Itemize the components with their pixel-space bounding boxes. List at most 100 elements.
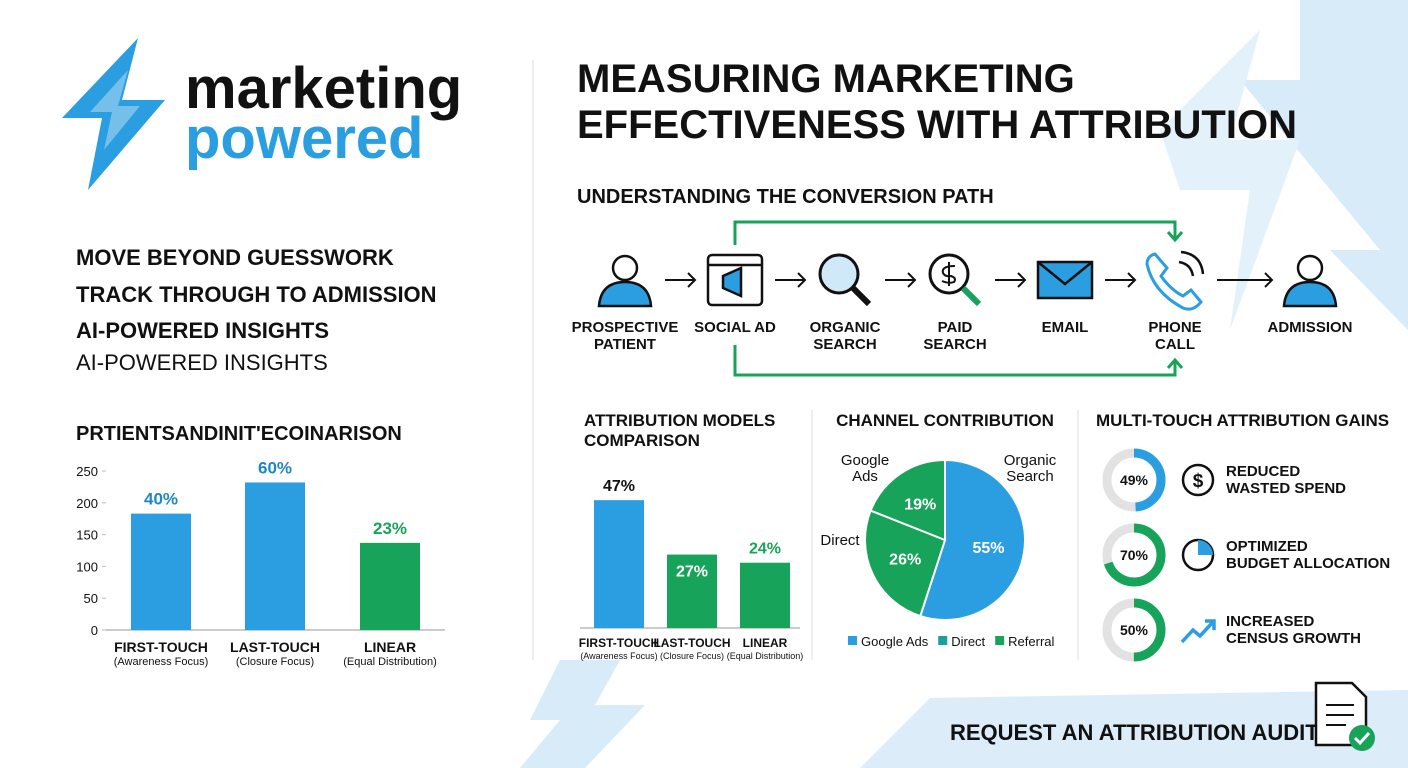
step-icon	[597, 254, 653, 308]
value-label: 26%	[889, 552, 921, 569]
step-label: CALL	[1155, 336, 1195, 353]
step-arrow	[885, 272, 917, 288]
x-tick-note: (Equal Distribution)	[343, 656, 437, 668]
gain-label: BUDGET ALLOCATION	[1226, 555, 1390, 572]
gain-label: REDUCED	[1226, 463, 1300, 480]
icon-part	[1296, 254, 1324, 282]
legend-label: Direct	[951, 634, 985, 649]
x-tick-note: (Closure Focus)	[236, 656, 314, 668]
slice-label: Organic	[1004, 452, 1057, 469]
x-tick-label: LINEAR	[743, 636, 788, 650]
logo-line1: marketing	[185, 56, 462, 121]
chart-title: CHANNEL CONTRIBUTION	[836, 411, 1054, 430]
chart-title: MULTI-TOUCH ATTRIBUTION GAINS	[1096, 411, 1389, 430]
bg-bolt	[1160, 30, 1300, 330]
bar	[360, 542, 420, 630]
gain-label: OPTIMIZED	[1226, 538, 1308, 555]
step-label: PROSPECTIVE	[572, 319, 679, 336]
step-arrow	[1217, 272, 1274, 288]
bullet: AI-POWERED INSIGHTS	[76, 350, 328, 375]
donut-arc	[1102, 598, 1166, 662]
path-bracket	[733, 220, 1177, 245]
icon-part	[850, 285, 872, 307]
value-label: 47%	[603, 478, 635, 495]
x-tick-note: (Equal Distribution)	[727, 651, 804, 661]
step-icon	[928, 253, 982, 307]
icon-part	[1037, 261, 1093, 286]
step-label: ORGANIC	[810, 319, 881, 336]
step-icon	[818, 253, 872, 307]
slice-label: Search	[1006, 468, 1054, 485]
x-tick-note: (Awareness Focus)	[580, 651, 657, 661]
step-label: SEARCH	[923, 336, 986, 353]
x-tick-note: (Awareness Focus)	[114, 656, 209, 668]
icon-part	[597, 280, 653, 308]
step-icon	[1145, 250, 1205, 311]
bar-annotation: 60%	[258, 458, 292, 477]
step-label: SOCIAL AD	[694, 319, 776, 336]
legend-swatch	[848, 636, 857, 645]
slice-label: Google	[841, 452, 889, 469]
step-icon	[1282, 254, 1338, 308]
value-label: 27%	[676, 564, 708, 581]
value-label: 49%	[1120, 472, 1149, 488]
step-label: PAID	[938, 319, 973, 336]
bar	[245, 482, 305, 630]
value-label: 24%	[749, 541, 781, 558]
slice-label: Ads	[852, 468, 878, 485]
gain-label: WASTED SPEND	[1226, 480, 1346, 497]
step-label: PATIENT	[594, 336, 656, 353]
icon-part	[1145, 252, 1203, 311]
step-label: SEARCH	[813, 336, 876, 353]
logo-bolt	[62, 38, 165, 190]
x-tick-label: LINEAR	[364, 639, 416, 655]
bullet: MOVE BEYOND GUESSWORK	[76, 245, 394, 270]
bar-annotation: 23%	[373, 519, 407, 538]
gain-icon	[1198, 540, 1213, 555]
cta-text[interactable]: REQUEST AN ATTRIBUTION AUDIT	[950, 720, 1319, 745]
y-tick-label: 150	[76, 528, 98, 543]
y-tick-label: 200	[76, 496, 98, 511]
y-tick-label: 50	[84, 591, 98, 606]
x-tick-label: FIRST-TOUCH	[579, 636, 659, 650]
gain-icon-glyph: $	[1193, 471, 1204, 492]
bg-bolt	[1240, 0, 1408, 330]
bar	[594, 500, 644, 628]
icon-part	[960, 285, 982, 307]
value-label: 50%	[1120, 622, 1149, 638]
bar-annotation: 40%	[144, 490, 178, 509]
pie-slice	[864, 509, 947, 618]
chart-title: PRTIENTSANDINIT'ECOINARISON	[76, 423, 402, 445]
icon-part	[721, 266, 743, 298]
section-title: UNDERSTANDING THE CONVERSION PATH	[577, 186, 994, 208]
donut-arc	[1102, 448, 1166, 512]
icon-part	[611, 254, 639, 282]
step-arrow	[1105, 272, 1137, 288]
step-icon	[706, 253, 764, 307]
bar	[740, 562, 790, 628]
bullet: AI-POWERED INSIGHTS	[76, 318, 329, 343]
document-icon	[1314, 681, 1375, 751]
pie-slice	[869, 458, 946, 542]
value-label: 70%	[1120, 547, 1149, 563]
icon-part	[818, 253, 860, 295]
icon-part	[1282, 280, 1338, 308]
step-label: ADMISSION	[1267, 319, 1352, 336]
value-label: 55%	[972, 540, 1004, 557]
x-tick-note: (Closure Focus)	[660, 651, 724, 661]
gain-icon	[1181, 463, 1215, 497]
title-line: MEASURING MARKETING	[577, 57, 1075, 101]
x-tick-label: LAST-TOUCH	[653, 636, 730, 650]
gain-label: CENSUS GROWTH	[1226, 630, 1361, 647]
bg-bolt	[520, 660, 645, 768]
title-line: EFFECTIVENESS WITH ATTRIBUTION	[577, 103, 1297, 147]
icon-part	[1178, 250, 1205, 277]
path-bracket	[733, 345, 1177, 377]
step-arrow	[775, 272, 807, 288]
pie-slice	[919, 458, 1026, 621]
step-label: EMAIL	[1042, 319, 1089, 336]
step-arrow	[995, 272, 1027, 288]
cta-band	[860, 690, 1408, 768]
legend-label: Referral	[1008, 634, 1054, 649]
